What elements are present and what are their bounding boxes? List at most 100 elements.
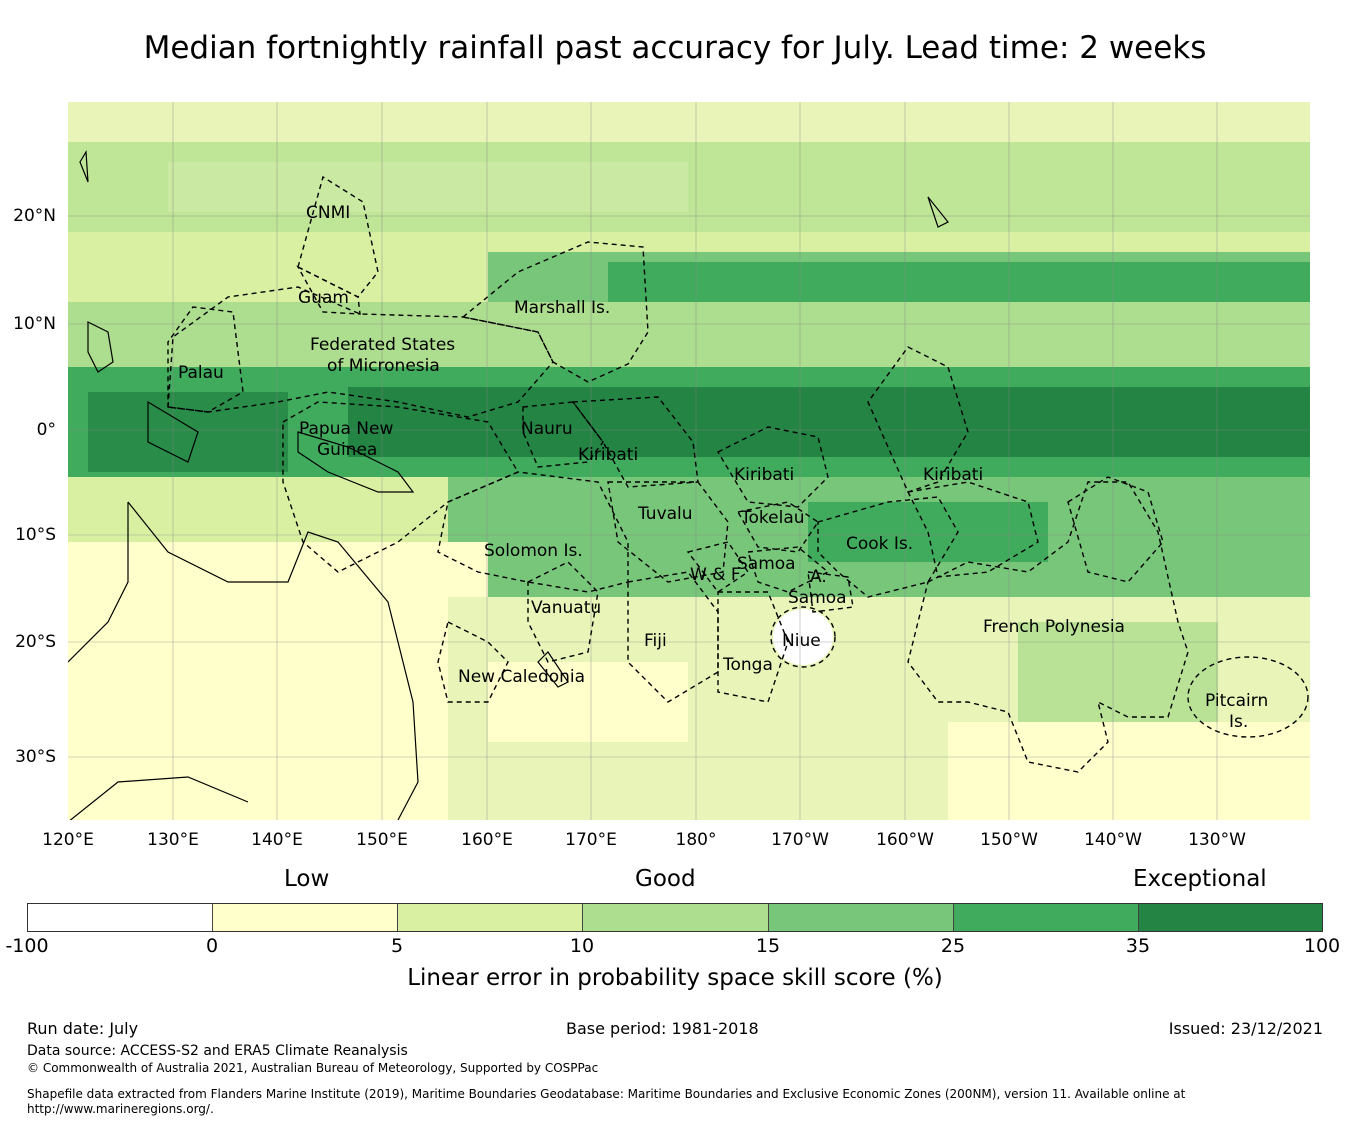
region-labels: CNMI Guam Marshall Is. Federated States … <box>178 203 1268 732</box>
copyright: © Commonwealth of Australia 2021, Austra… <box>27 1061 599 1075</box>
colorbar-swatch <box>769 904 954 931</box>
skill-band-polynesia <box>1018 622 1218 722</box>
region-label: Kiribati <box>734 465 794 485</box>
x-tick-label: 150°W <box>980 830 1038 850</box>
gridlines <box>68 102 1310 820</box>
niue-low-skill <box>773 609 833 665</box>
kiribati-phoenix-eez <box>717 426 829 508</box>
coastlines <box>68 150 949 820</box>
eez-boundaries <box>167 175 1309 773</box>
marquesas-eez <box>1067 476 1164 583</box>
hawaii-coast <box>927 196 949 228</box>
region-label: of Micronesia <box>327 356 440 376</box>
region-label: Kiribati <box>578 445 638 465</box>
x-tick-label: 170°W <box>771 830 829 850</box>
niue-eez <box>770 606 836 668</box>
new-caledonia-eez <box>437 620 509 703</box>
skill-map: CNMI Guam Marshall Is. Federated States … <box>68 102 1310 820</box>
colorbar-swatch <box>28 904 213 931</box>
base-period: Base period: 1981-2018 <box>566 1019 759 1038</box>
x-tick-label: 150°E <box>356 830 408 850</box>
philippines-coast <box>87 321 114 373</box>
colorbar-swatch <box>398 904 583 931</box>
skill-band-equator-core <box>348 387 1310 457</box>
region-label: Federated States <box>310 335 455 355</box>
region-label: Palau <box>178 363 224 383</box>
region-label: New Caledonia <box>458 667 585 687</box>
colorbar-tick: 15 <box>755 935 781 957</box>
region-label: Samoa <box>788 588 847 608</box>
chart-title: Median fortnightly rainfall past accurac… <box>143 30 1207 66</box>
colorbar-tick: 10 <box>569 935 595 957</box>
x-tick-label: 160°W <box>876 830 934 850</box>
french-polynesia-eez <box>907 481 1189 773</box>
colorbar-swatch <box>213 904 398 931</box>
y-tick-label: 0° <box>36 420 56 440</box>
colorbar-tick: 100 <box>1303 935 1341 957</box>
region-label: Vanuatu <box>531 598 601 618</box>
borneo-coast <box>147 400 199 463</box>
taiwan-coast <box>79 150 89 183</box>
colorbar-swatch <box>583 904 769 931</box>
skill-band-australia <box>68 542 488 820</box>
new-guinea-coast <box>297 431 415 493</box>
new-caledonia-coast <box>537 651 569 688</box>
legend-category-exceptional: Exceptional <box>1133 866 1267 892</box>
colorbar-tick: -100 <box>5 935 49 957</box>
wallis-futuna-eez <box>686 541 749 593</box>
palau-eez <box>167 306 244 413</box>
skill-band-indonesia <box>88 392 288 472</box>
skill-band-pale-southeast <box>948 722 1310 820</box>
region-label: Samoa <box>737 554 796 574</box>
samoa-eez <box>747 546 830 593</box>
region-label: W & F <box>690 565 741 585</box>
x-tick-label: 130°W <box>1188 830 1246 850</box>
colorbar-swatch <box>954 904 1139 931</box>
region-label: French Polynesia <box>983 617 1125 637</box>
x-tick-label: 130°E <box>147 830 199 850</box>
region-label: Fiji <box>644 631 667 651</box>
pitcairn-eez <box>1187 656 1309 738</box>
x-tick-label: 140°W <box>1084 830 1142 850</box>
y-tick-label: 10°N <box>13 314 56 334</box>
colorbar-label: Linear error in probability space skill … <box>407 965 943 991</box>
australia-coast <box>127 501 419 820</box>
region-label: Tuvalu <box>637 504 693 524</box>
skill-band-15 <box>68 142 1310 232</box>
y-tick-label: 20°S <box>15 632 56 652</box>
region-label: Pitcairn <box>1205 691 1268 711</box>
region-label: Kiribati <box>923 465 983 485</box>
region-label: A. <box>810 567 827 587</box>
colorbar <box>27 903 1323 932</box>
region-label: Guam <box>298 288 349 308</box>
shapefile-credit: Shapefile data extracted from Flanders M… <box>27 1087 1186 1116</box>
colorbar-tick: 5 <box>390 935 404 957</box>
x-tick-label: 140°E <box>251 830 303 850</box>
skill-band-micronesia <box>68 302 1310 372</box>
colorbar-tick: 0 <box>205 935 219 957</box>
legend-category-low: Low <box>284 866 330 892</box>
kiribati-line-eez <box>867 346 969 493</box>
issued-date: Issued: 23/12/2021 <box>1168 1019 1323 1038</box>
colorbar-swatch <box>1139 904 1322 931</box>
skill-band-35-north <box>608 262 1310 302</box>
vanuatu-eez <box>527 561 599 663</box>
region-label: Cook Is. <box>846 534 913 554</box>
tonga-eez <box>717 591 789 703</box>
region-label: CNMI <box>306 203 350 223</box>
colorbar-tick: 25 <box>940 935 966 957</box>
x-tick-label: 160°E <box>461 830 513 850</box>
region-label: Tokelau <box>740 508 805 528</box>
fsm-eez <box>167 286 554 418</box>
region-label: Tonga <box>722 655 773 675</box>
region-label: Solomon Is. <box>484 541 583 561</box>
skill-band-north <box>68 102 1310 142</box>
skill-band-pale-south <box>488 662 688 742</box>
x-tick-label: 120°E <box>42 830 94 850</box>
region-label: Papua New <box>299 419 393 439</box>
region-label: Nauru <box>521 419 573 439</box>
y-tick-label: 20°N <box>13 206 56 226</box>
run-date: Run date: July <box>27 1019 139 1038</box>
tuvalu-eez <box>607 481 729 583</box>
colorbar-tick: 35 <box>1125 935 1151 957</box>
